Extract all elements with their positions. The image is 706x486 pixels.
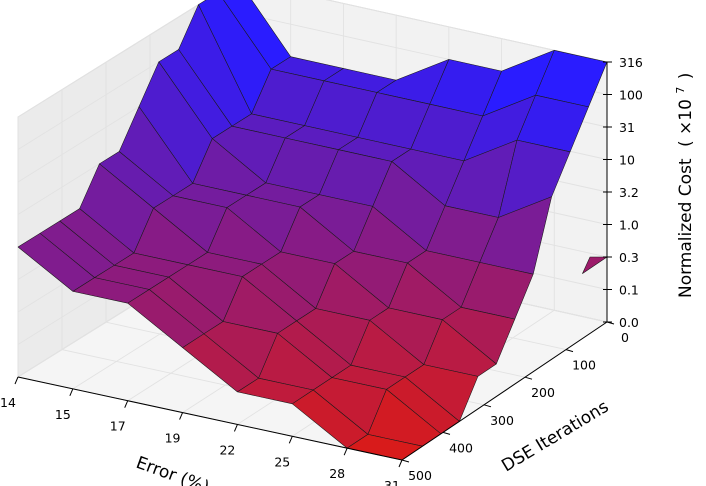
y-tick-label: 200 [531, 385, 555, 400]
y-tick-label: 500 [408, 468, 432, 483]
x-axis-title: Error (%) [133, 453, 212, 486]
x-tick [343, 447, 348, 456]
y-axis-ticks: 0 100 200 300 400 500 [401, 321, 629, 483]
z-axis-ticks: 0.0 0.1 0.3 1.0 3.2 10 31 100 316 [603, 55, 643, 330]
y-tick-label: 400 [449, 440, 473, 455]
z-tick-label: 316 [619, 55, 643, 70]
x-tick [233, 424, 238, 432]
x-tick-label: 19 [165, 431, 181, 446]
x-axis-ticks: 14 15 17 19 22 25 28 31 [0, 376, 403, 486]
svg-text:Normalized Cost ( ×10: Normalized Cost ( ×10 7 ) [669, 73, 696, 298]
x-tick-label: 28 [329, 466, 345, 481]
x-tick [398, 459, 403, 468]
y-tick [565, 349, 574, 353]
z-axis-title-unit: ( ×10 [676, 99, 696, 147]
y-tick [483, 404, 492, 408]
x-tick [69, 388, 74, 397]
z-tick-label: 0.3 [619, 250, 639, 265]
surface-mesh [17, 0, 608, 461]
x-axis-line [17, 376, 403, 461]
z-axis-title-exponent: 7 [674, 87, 687, 94]
x-tick-label: 14 [0, 395, 16, 410]
y-tick [401, 459, 410, 463]
z-gridline [17, 0, 608, 118]
z-tick-label: 31 [619, 120, 635, 135]
x-tick [288, 436, 293, 444]
x-tick-label: 31 [384, 478, 400, 486]
z-tick-label: 10 [619, 153, 635, 168]
y-tick [442, 431, 451, 435]
x-tick-label: 22 [219, 442, 235, 457]
x-tick-label: 25 [274, 454, 290, 469]
y-tick-label: 300 [490, 413, 514, 428]
x-tick [124, 400, 129, 408]
x-tick [14, 376, 19, 385]
z-tick-label: 1.0 [619, 218, 639, 233]
z-tick-label: 100 [619, 88, 643, 103]
z-tick-label: 3.2 [619, 185, 639, 200]
z-axis-title: Normalized Cost ( ×10 7 ) [669, 73, 696, 298]
y-axis-title: DSE Iterations [498, 397, 612, 477]
y-axis-line [401, 321, 608, 461]
z-axis-title-main: Normalized Cost [676, 158, 696, 298]
z-tick-label: 0.1 [619, 283, 639, 298]
surface-ridge-facet [582, 256, 608, 274]
z-tick-label: 0.0 [619, 315, 639, 330]
x-tick-label: 17 [110, 419, 126, 434]
y-tick-label: 0 [621, 330, 629, 345]
y-tick [524, 376, 533, 380]
y-tick-label: 100 [572, 358, 596, 373]
x-tick-label: 15 [55, 407, 71, 422]
z-axis-title-close: ) [676, 73, 696, 80]
x-tick [179, 412, 184, 420]
